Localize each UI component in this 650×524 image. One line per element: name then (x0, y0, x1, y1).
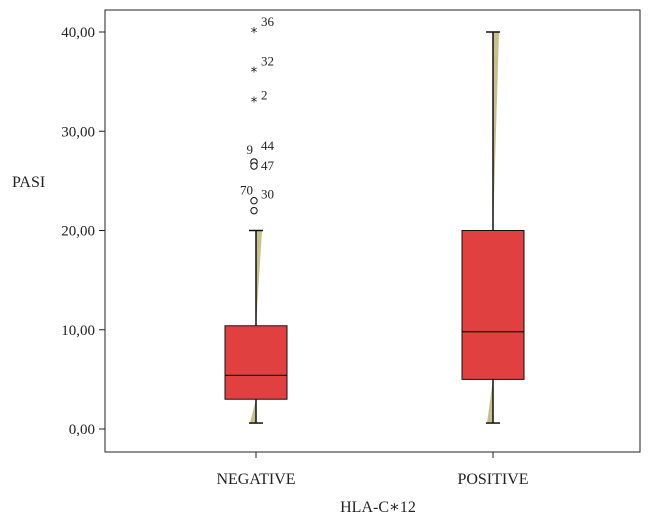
lower-whisker-wedge (487, 379, 493, 424)
plot-frame (104, 9, 641, 453)
outlier-label: 47 (261, 158, 275, 173)
y-axis: 0,00 10,00 20,00 30,00 40,00 (61, 25, 105, 438)
x-tick-label: NEGATIVE (216, 471, 295, 488)
outlier-label: 36 (261, 14, 275, 29)
outlier-marker-star: * (251, 95, 258, 110)
lower-whisker-wedge (250, 399, 256, 424)
outlier-marker-circle (250, 197, 258, 205)
x-tick-label: POSITIVE (457, 471, 528, 488)
outlier-marker-circle (250, 206, 258, 215)
y-tick-label: 0,00 (69, 422, 95, 438)
outlier-marker-star: * (251, 66, 258, 81)
outlier-label: 70 (240, 183, 253, 198)
iqr-box (461, 230, 525, 380)
outlier-label: 2 (261, 87, 268, 102)
outlier-label: 32 (261, 54, 274, 69)
outlier-marker-circle (250, 162, 258, 170)
y-tick-label: 40,00 (61, 25, 95, 41)
outlier-label: 9 (247, 142, 254, 157)
y-tick-label: 20,00 (61, 224, 95, 240)
x-axis: NEGATIVE POSITIVE (216, 452, 529, 488)
upper-whisker-wedge (256, 230, 262, 326)
outlier-marker-star: * (251, 26, 258, 41)
y-tick-label: 30,00 (61, 124, 95, 140)
upper-whisker-wedge (493, 32, 499, 231)
x-axis-label: HLA-C∗12 (340, 499, 416, 516)
y-tick-label: 10,00 (61, 323, 95, 339)
box-group-positive (461, 31, 525, 424)
iqr-box (224, 325, 288, 400)
y-axis-label: PASI (12, 174, 45, 191)
outlier-label: 44 (261, 138, 275, 153)
outlier-label: 30 (261, 187, 274, 202)
